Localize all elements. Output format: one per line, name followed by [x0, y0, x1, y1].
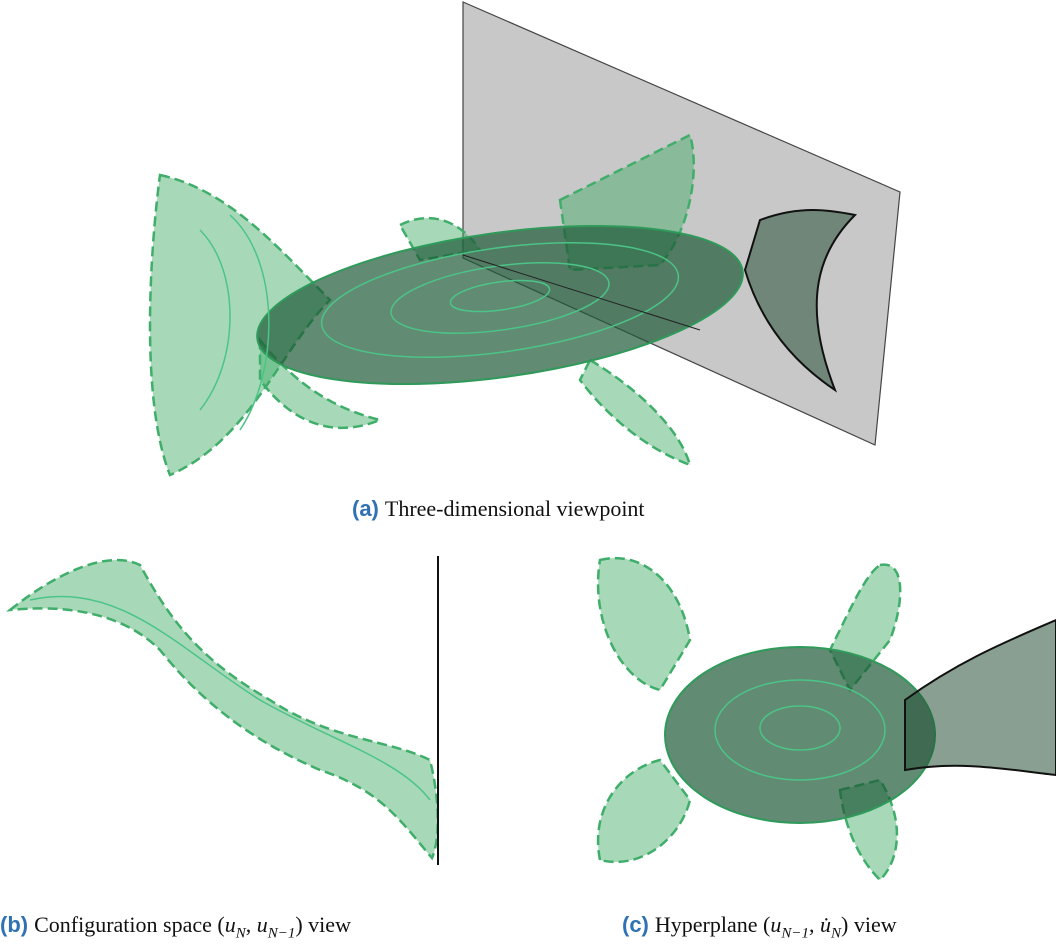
right-wedge: [743, 209, 858, 393]
lower-right-flare: [578, 358, 692, 468]
contour: [320, 241, 680, 359]
caption-text: Hyperplane (: [654, 912, 771, 937]
contour: [29, 595, 431, 801]
contour: [390, 262, 610, 334]
lobe: [596, 556, 692, 692]
right-wedge: [904, 618, 1056, 777]
contour: [714, 679, 886, 781]
caption-text: ,: [808, 912, 820, 937]
caption-text: u̇: [819, 912, 831, 937]
contour: [449, 279, 551, 313]
intersection: [462, 254, 701, 331]
contour: [759, 705, 841, 751]
center-disk: [256, 224, 744, 386]
contour: [199, 214, 270, 431]
caption-c: (c) Hyperplane (uN−1, u̇N) view: [622, 912, 897, 942]
caption-label: (c): [622, 912, 649, 937]
caption-text: Configuration space (: [34, 912, 225, 937]
ribbon: [5, 558, 440, 861]
center-disk: [664, 646, 936, 824]
left-flare: [148, 173, 332, 477]
caption-text: u: [770, 912, 782, 937]
caption-text: ,: [245, 912, 257, 937]
lobe: [596, 758, 692, 864]
caption-text: ) view: [295, 912, 351, 937]
lower-left-lobe: [258, 336, 385, 429]
caption-text: N: [235, 925, 246, 942]
caption-text: N−1: [781, 925, 809, 942]
caption-text: N: [830, 925, 841, 942]
caption-text: N−1: [267, 925, 296, 942]
caption-a: (a) Three-dimensional viewpoint: [352, 496, 645, 522]
caption-b: (b) Configuration space (uN, uN−1) view: [0, 912, 351, 942]
caption-text: ) view: [841, 912, 897, 937]
caption-text: u: [256, 912, 268, 937]
caption-text: u: [224, 912, 236, 937]
caption-label: (a): [352, 496, 379, 521]
caption-text: Three-dimensional viewpoint: [384, 496, 645, 521]
caption-label: (b): [0, 912, 29, 937]
